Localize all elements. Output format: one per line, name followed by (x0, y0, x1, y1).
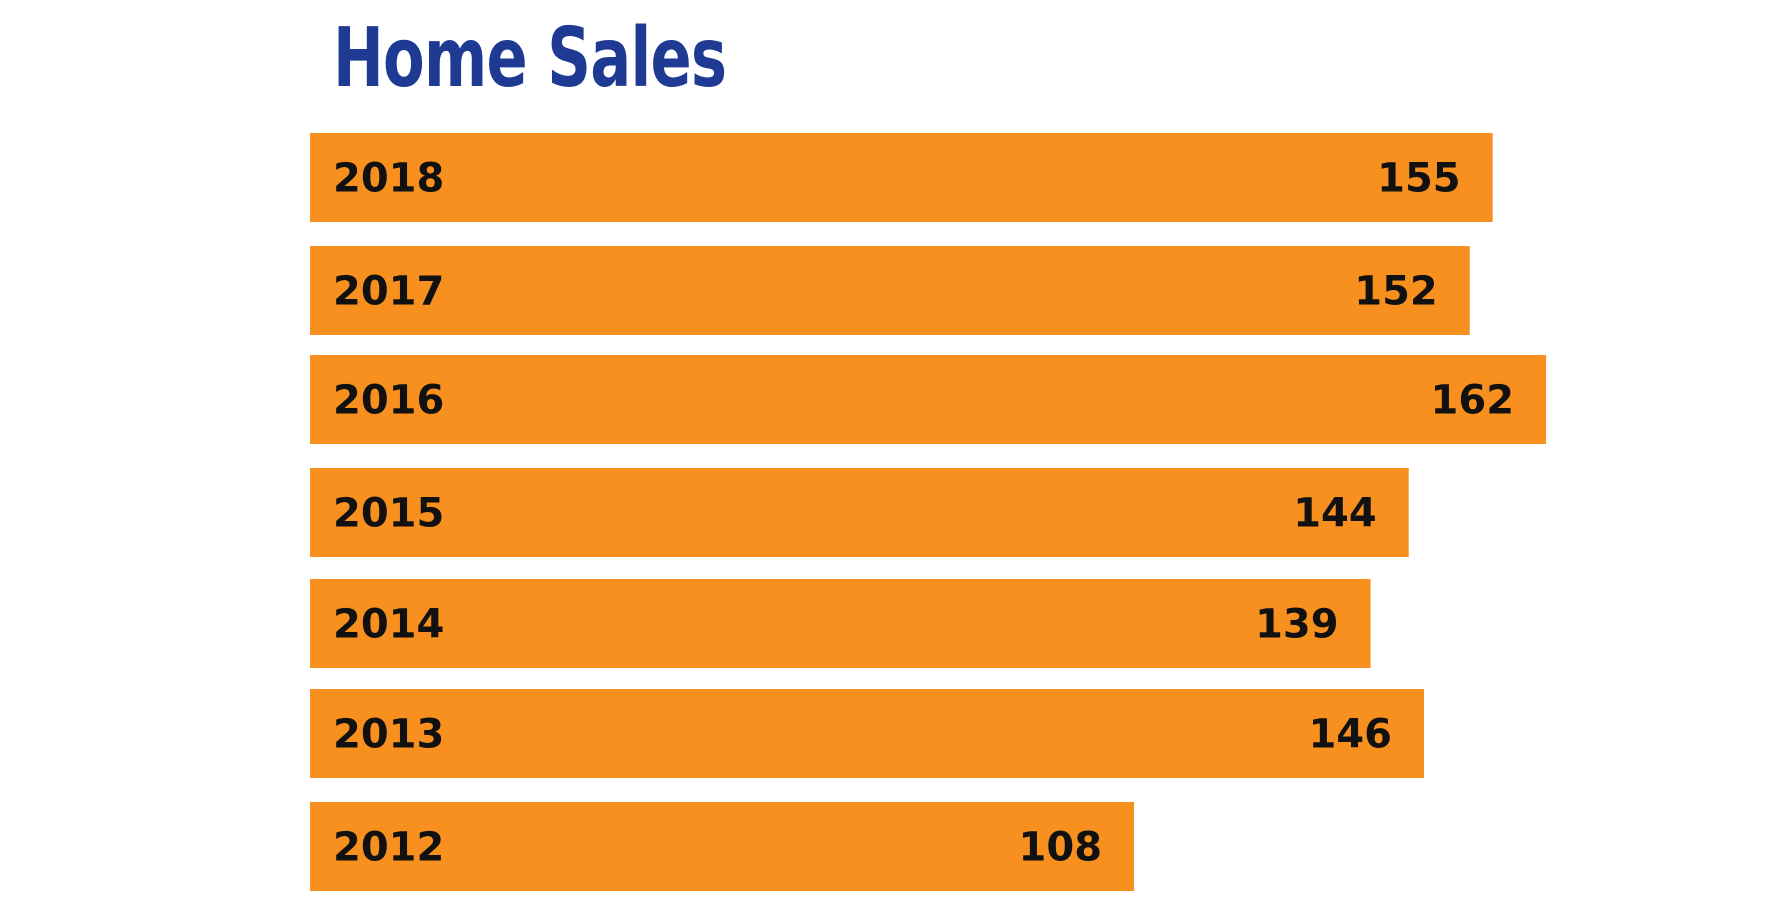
category-label-2018: 2018 (333, 156, 444, 202)
category-label-2013: 2013 (333, 712, 444, 758)
category-label-2014: 2014 (333, 602, 444, 648)
value-label-2017: 152 (1354, 269, 1438, 315)
category-label-2015: 2015 (333, 491, 444, 537)
bar-2012 (310, 802, 1135, 891)
category-label-2016: 2016 (333, 378, 444, 424)
value-label-2014: 139 (1255, 602, 1339, 648)
category-label-2017: 2017 (333, 269, 444, 315)
value-label-2016: 162 (1431, 378, 1515, 424)
value-label-2012: 108 (1019, 825, 1103, 871)
bar-2018 (310, 133, 1493, 222)
bar-2015 (310, 468, 1409, 557)
value-label-2015: 144 (1293, 491, 1377, 537)
value-label-2013: 146 (1308, 712, 1392, 758)
bar-2014 (310, 579, 1371, 668)
chart-title: Home Sales (333, 11, 727, 106)
bar-2016 (310, 355, 1547, 444)
bar-2017 (310, 246, 1470, 335)
value-label-2018: 155 (1377, 156, 1461, 202)
category-label-2012: 2012 (333, 825, 444, 871)
bar-2013 (310, 689, 1424, 778)
